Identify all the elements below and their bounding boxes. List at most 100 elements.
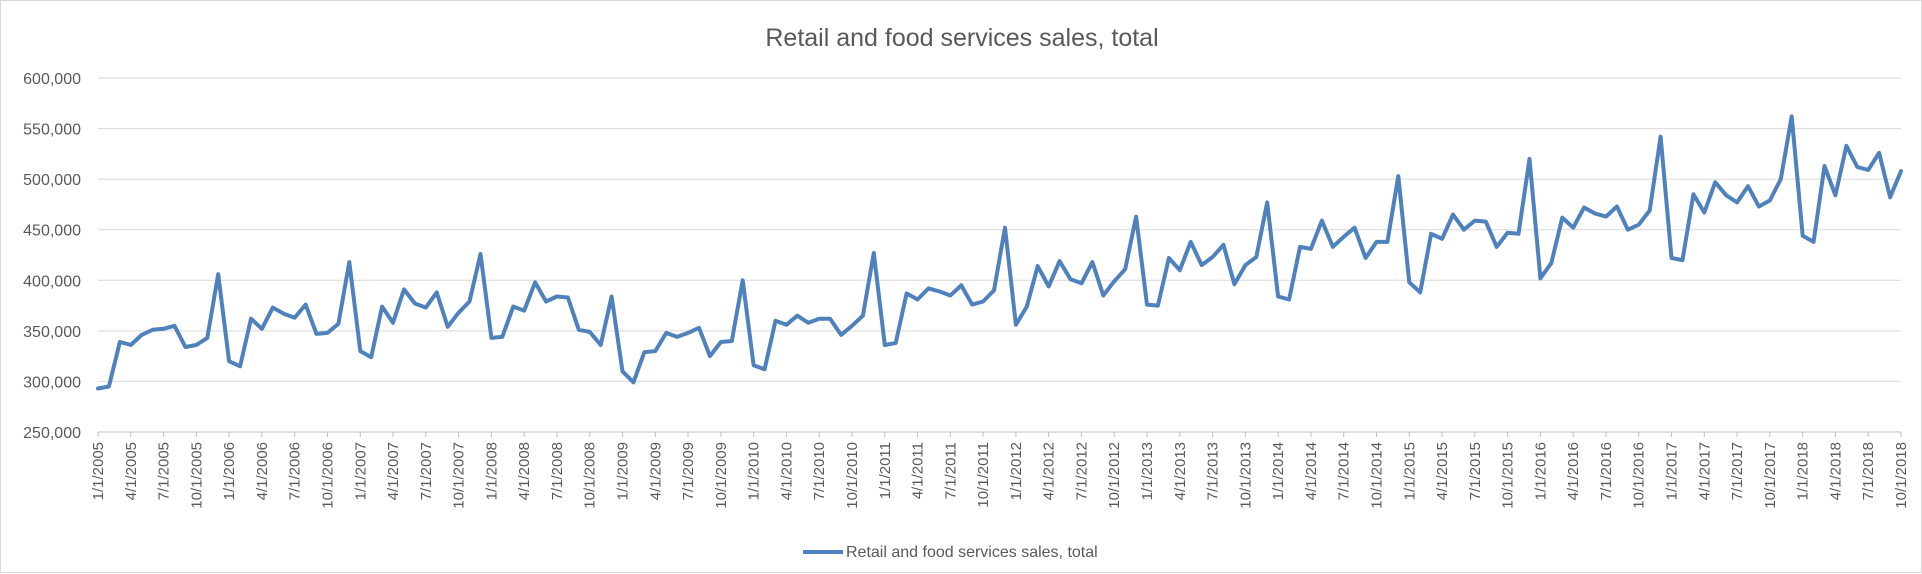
data-point [850, 324, 854, 328]
data-point [1342, 235, 1346, 239]
data-point [817, 317, 821, 321]
data-point [894, 341, 898, 345]
x-tick-label: 4/1/2016 [1565, 442, 1582, 500]
data-point [1364, 256, 1368, 260]
x-tick-label: 7/1/2008 [549, 442, 566, 500]
data-point [1440, 237, 1444, 241]
data-point [489, 336, 493, 340]
data-point [1298, 245, 1302, 249]
x-tick-label: 1/1/2016 [1532, 442, 1549, 500]
data-point [1801, 234, 1805, 238]
data-point [927, 286, 931, 290]
data-point [1779, 177, 1783, 181]
data-point [1724, 193, 1728, 197]
data-point [1681, 258, 1685, 262]
data-point [981, 300, 985, 304]
data-point [522, 309, 526, 313]
data-point [271, 306, 275, 310]
x-tick-label: 1/1/2018 [1795, 442, 1812, 500]
x-tick-label: 10/1/2008 [582, 442, 599, 509]
data-point [1036, 264, 1040, 268]
data-point [730, 339, 734, 343]
x-tick-label: 1/1/2012 [1008, 442, 1025, 500]
data-point [1648, 209, 1652, 213]
data-point [1877, 151, 1881, 155]
x-tick-label: 4/1/2006 [254, 442, 271, 500]
data-point [566, 296, 570, 300]
data-point [752, 363, 756, 367]
data-point [1604, 215, 1608, 219]
data-point [1451, 213, 1455, 217]
data-point [1462, 228, 1466, 232]
data-point [883, 343, 887, 347]
data-point [1844, 144, 1848, 148]
data-point [1659, 135, 1663, 139]
data-point [380, 305, 384, 309]
x-tick-label: 10/1/2013 [1237, 442, 1254, 509]
data-point [249, 317, 253, 321]
data-point [686, 331, 690, 335]
data-point [1691, 192, 1695, 196]
x-tick-label: 10/1/2015 [1500, 442, 1517, 509]
y-tick-label: 300,000 [23, 374, 81, 391]
data-point [948, 294, 952, 298]
data-point [1309, 247, 1313, 251]
data-point [905, 291, 909, 295]
data-point [1429, 232, 1433, 236]
data-point [1069, 277, 1073, 281]
data-point [304, 303, 308, 307]
data-point [1418, 290, 1422, 294]
data-point [1790, 114, 1794, 118]
data-point [1833, 193, 1837, 197]
data-point [631, 380, 635, 384]
data-point [599, 343, 603, 347]
data-point [861, 314, 865, 318]
x-tick-label: 4/1/2009 [647, 442, 664, 500]
x-tick-label: 1/1/2008 [483, 442, 500, 500]
data-point [1899, 169, 1903, 173]
data-point [1058, 259, 1062, 263]
x-tick-label: 4/1/2015 [1434, 442, 1451, 500]
data-point [1757, 205, 1761, 209]
data-point [1626, 228, 1630, 232]
data-point [828, 317, 832, 321]
gridlines [98, 77, 1901, 433]
series-layer [96, 114, 1903, 391]
data-point [774, 319, 778, 323]
data-point [183, 345, 187, 349]
data-point [391, 321, 395, 325]
data-point [839, 333, 843, 337]
x-tick-label: 4/1/2012 [1041, 442, 1058, 500]
data-point [1353, 226, 1357, 230]
data-point [500, 335, 504, 339]
x-tick-label: 7/1/2007 [418, 442, 435, 500]
data-point [653, 349, 657, 353]
data-point [642, 350, 646, 354]
data-point [336, 322, 340, 326]
data-point [424, 306, 428, 310]
data-point [1331, 245, 1335, 249]
data-point [468, 300, 472, 304]
x-tick-label: 10/1/2009 [713, 442, 730, 509]
data-point [1189, 240, 1193, 244]
x-tick-label: 10/1/2017 [1762, 442, 1779, 509]
data-point [555, 295, 559, 299]
data-point [129, 343, 133, 347]
x-tick-label: 4/1/2010 [778, 442, 795, 500]
data-point [1407, 280, 1411, 284]
data-point [1866, 168, 1870, 172]
x-tick-label: 7/1/2010 [811, 442, 828, 500]
data-point [697, 326, 701, 330]
data-point [205, 336, 209, 340]
data-point [577, 328, 581, 332]
x-tick-label: 10/1/2010 [844, 442, 861, 509]
data-point [1080, 281, 1084, 285]
data-point [511, 305, 515, 309]
data-point [227, 359, 231, 363]
data-point [741, 278, 745, 282]
data-point [216, 272, 220, 276]
data-point [347, 260, 351, 264]
data-point [1276, 295, 1280, 299]
